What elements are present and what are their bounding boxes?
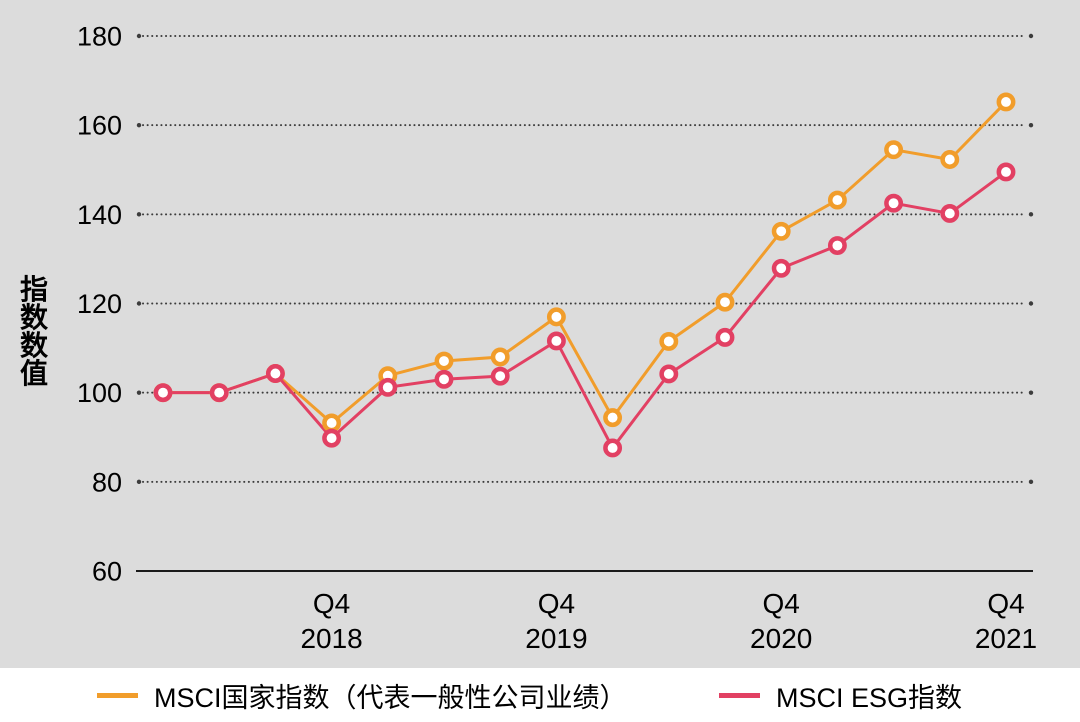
data-point-country-index [322,413,342,433]
data-point-esg-index [265,364,285,383]
x-tick-label-year: 2018 [300,623,362,654]
gridline-end-dot-right [1028,479,1034,485]
data-point-esg-index [153,383,173,403]
data-point-esg-index [771,258,791,278]
data-point-country-index [546,307,566,327]
x-tick-label-year: 2020 [750,623,812,654]
data-point-esg-index [996,162,1016,182]
y-tick-label: 100 [77,378,122,408]
data-point-esg-index [884,193,904,213]
data-point-esg-index [434,369,454,389]
line-chart: 180 160 140 120 100 80 60 Q4 2018 Q4 2019 Q4 2020 Q4 2… [77,22,1037,655]
legend-swatch-orange [97,692,138,698]
data-point-country-index [490,347,510,367]
y-tick-label: 80 [92,467,122,497]
data-point-country-index [659,331,679,351]
gridline-end-dot-right [1028,122,1034,128]
series-line-esg-index [163,170,1007,451]
data-point-esg-index [322,428,342,448]
data-point-esg-index [603,438,623,458]
gridline-end-dot-right [1028,33,1034,39]
gridline-end-dot-right [1028,390,1034,395]
legend-item-country-index: MSCI国家指数（代表一般性公司业绩） [97,668,627,722]
y-tick-label: 60 [92,557,122,587]
data-point-country-index [434,351,454,371]
x-tick-label-quarter: Q4 [313,588,350,619]
data-point-esg-index [940,203,960,223]
data-point-esg-index [827,236,847,255]
x-tick-label-quarter: Q4 [538,588,575,619]
gridline-end-dot-left [136,479,142,485]
x-tick-label-quarter: Q4 [763,588,800,619]
x-tick-label-year: 2021 [975,623,1037,654]
y-axis-title: 指数数值 [19,274,48,389]
gridline-end-dot-left [136,122,142,128]
legend-label-country-index: MSCI国家指数（代表一般性公司业绩） [154,682,627,713]
data-point-esg-index [378,377,398,397]
data-point-esg-index [659,364,679,384]
series-line-country-index [163,100,1008,425]
x-tick-label-year: 2019 [525,623,587,654]
gridline-end-dot-right [1028,301,1034,306]
gridline-end-dot-left [136,33,142,39]
data-point-country-index [884,140,904,160]
data-point-country-index [940,150,960,169]
legend-item-esg-index: MSCI ESG指数 [719,668,962,722]
data-point-country-index [996,92,1016,112]
y-tick-label: 140 [77,200,122,230]
data-point-esg-index [490,366,510,386]
data-point-country-index [603,408,623,428]
gridline-end-dot-right [1028,212,1034,217]
gridline-end-dot-left [136,390,142,395]
y-tick-label: 160 [77,111,122,141]
y-tick-label: 180 [77,22,122,52]
gridline-end-dot-left [136,301,142,306]
data-point-country-index [771,221,791,241]
plot-background [0,0,1080,668]
data-point-esg-index [546,331,566,351]
legend: MSCI国家指数（代表一般性公司业绩） MSCI ESG指数 [0,668,1080,722]
data-point-country-index [715,292,735,312]
legend-swatch-pink [719,692,760,698]
legend-label-esg-index: MSCI ESG指数 [776,682,963,713]
y-tick-label: 120 [77,289,122,319]
data-point-esg-index [715,327,735,347]
data-point-esg-index [209,383,229,403]
gridline-end-dot-left [136,212,142,217]
x-tick-label-quarter: Q4 [987,588,1024,619]
data-point-country-index [827,190,847,210]
